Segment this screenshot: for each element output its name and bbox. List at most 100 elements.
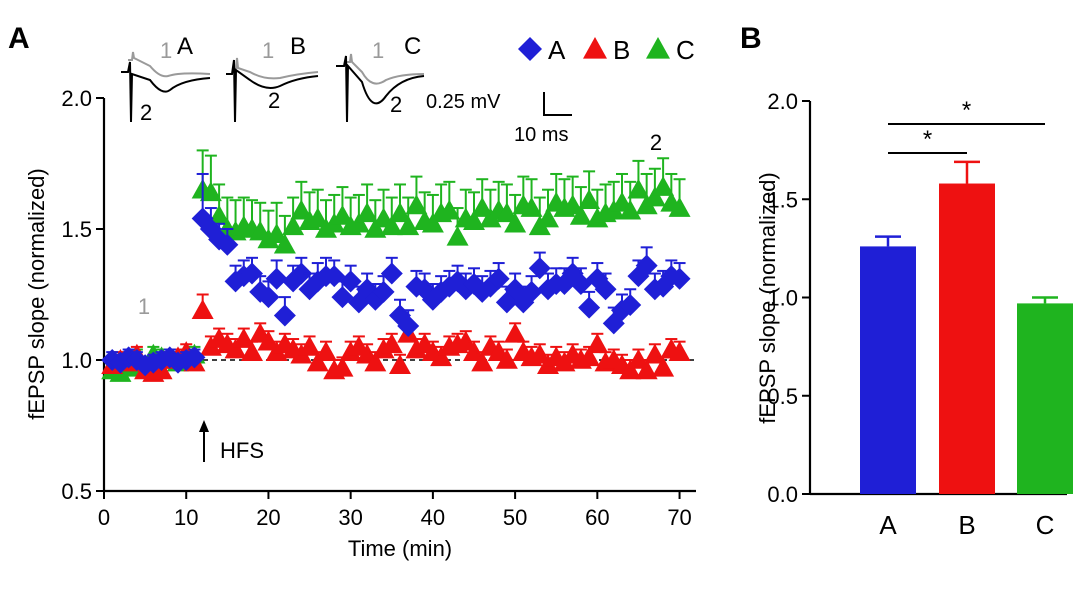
- data-point-b: [627, 349, 650, 369]
- data-point-c: [495, 202, 518, 223]
- data-point-a: [241, 262, 263, 285]
- data-point-b: [232, 328, 255, 348]
- data-point-b: [389, 354, 411, 375]
- inset-a-label: A: [177, 33, 193, 60]
- x-tick-label: 30: [338, 505, 362, 530]
- inset-b-trace-1: 1: [262, 38, 274, 63]
- inset-trace-c: 1 C 2: [336, 33, 425, 123]
- significance-star: *: [962, 97, 971, 124]
- scale-bar-voltage: 0.25 mV: [426, 91, 501, 113]
- inset-b-label: B: [290, 33, 306, 60]
- y-tick-label: 0.5: [61, 479, 92, 504]
- x-tick-label: 40: [421, 505, 445, 530]
- data-point-c: [290, 199, 313, 220]
- data-point-b: [471, 351, 494, 372]
- legend-label-b: B: [613, 35, 630, 65]
- data-point-c: [331, 204, 354, 225]
- inset-c-trace-1: 1: [372, 38, 384, 63]
- legend: A B C: [518, 35, 695, 65]
- data-point-c: [504, 212, 527, 233]
- annotation-2: 2: [650, 130, 662, 155]
- legend-label-a: A: [548, 35, 566, 65]
- data-point-b: [241, 341, 263, 361]
- data-point-c: [265, 223, 288, 244]
- data-point-a: [495, 291, 518, 314]
- hfs-arrow: [199, 420, 209, 462]
- bar-y-axis-ticks: 0.0 0.5 1.0 1.5 2.0: [767, 89, 810, 507]
- data-point-b: [315, 341, 337, 361]
- data-point-b: [586, 333, 609, 354]
- data-point-c: [463, 210, 485, 230]
- data-point-b: [635, 359, 658, 380]
- data-point-b: [495, 349, 518, 369]
- inset-c-label: C: [404, 33, 421, 60]
- data-point-b: [306, 351, 329, 372]
- panel-a-timecourse: 0.51.01.52.0 0 10 20 30 40 50 60 70 Time (min) …: [24, 33, 696, 561]
- data-point-b: [191, 299, 214, 320]
- panel-letter-a: A: [8, 22, 30, 55]
- data-point-c: [273, 233, 296, 254]
- scale-bar: [543, 92, 572, 116]
- y-axis-title: fEPSP slope (normalized): [24, 168, 49, 420]
- annotation-1: 1: [138, 294, 150, 319]
- bar-y-axis-title: fEPSP slope (normalized): [755, 172, 780, 424]
- data-point-c: [652, 176, 675, 196]
- data-point-b: [668, 341, 691, 361]
- data-point-b: [504, 322, 527, 343]
- data-point-a: [520, 280, 543, 303]
- data-point-c: [421, 212, 444, 233]
- data-point-a: [183, 346, 206, 369]
- data-point-a: [487, 267, 510, 290]
- inset-b-trace-2: 2: [268, 88, 280, 113]
- data-point-a: [257, 286, 280, 309]
- bar-y-tick-label: 1.0: [767, 286, 798, 311]
- bar-a: [860, 246, 916, 494]
- data-point-c: [199, 181, 222, 202]
- data-point-a: [273, 304, 296, 327]
- data-point-c: [627, 178, 650, 199]
- bar-x-axis-ticks: A B C: [879, 510, 1054, 540]
- data-point-b: [463, 341, 485, 361]
- bar-y-tick-label: 2.0: [767, 89, 798, 114]
- data-point-c: [520, 197, 543, 217]
- y-tick-label: 1.5: [61, 217, 92, 242]
- x-axis-title: Time (min): [348, 536, 452, 561]
- data-point-a: [380, 262, 403, 285]
- data-point-c: [208, 204, 231, 225]
- inset-a-trace-1: 1: [160, 38, 172, 63]
- bar-y-tick-label: 0.0: [767, 482, 798, 507]
- data-point-b: [364, 351, 387, 372]
- data-point-b: [298, 335, 321, 356]
- data-point-c: [356, 202, 379, 223]
- data-point-b: [454, 330, 477, 351]
- y-tick-label: 2.0: [61, 86, 92, 111]
- series-a: [101, 172, 691, 377]
- timecourse-series: [101, 149, 691, 382]
- data-point-b: [619, 359, 642, 380]
- legend-marker-c: [646, 37, 670, 59]
- data-point-a: [569, 273, 592, 296]
- data-point-c: [446, 225, 469, 246]
- x-tick-label: 70: [667, 505, 691, 530]
- panel-letter-b: B: [740, 22, 762, 55]
- data-point-c: [668, 197, 691, 217]
- y-axis-ticks: 0.5 1.0 1.5 2.0: [61, 86, 104, 504]
- bar-y-tick-label: 1.5: [767, 187, 798, 212]
- data-point-c: [389, 202, 411, 223]
- legend-marker-b: [583, 37, 607, 59]
- data-point-c: [438, 199, 461, 220]
- data-point-c: [380, 215, 403, 236]
- x-axis-ticks: 0 10 20 30 40 50 60 70: [98, 491, 692, 530]
- data-point-b: [528, 343, 551, 364]
- data-point-a: [619, 293, 642, 316]
- bar-b: [939, 183, 995, 494]
- hfs-label: HFS: [220, 438, 264, 463]
- data-point-a: [265, 267, 288, 290]
- data-point-c: [405, 194, 428, 215]
- data-point-c: [397, 215, 420, 236]
- data-point-c: [471, 197, 494, 217]
- data-point-a: [372, 280, 395, 303]
- data-point-b: [652, 356, 675, 377]
